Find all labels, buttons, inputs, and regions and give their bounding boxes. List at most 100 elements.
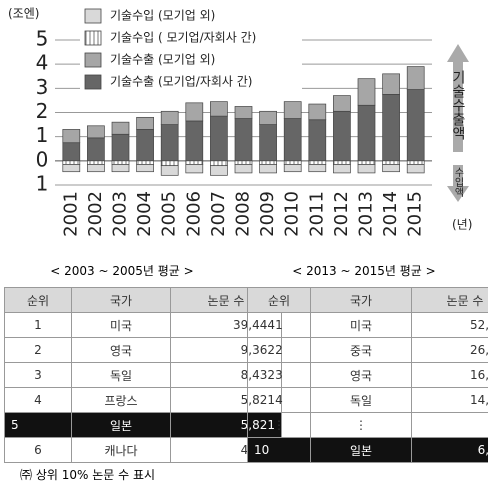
bar-segment (308, 103, 327, 121)
bar-segment (234, 164, 253, 174)
bar-segment (62, 164, 81, 173)
table-cell: 10 (247, 437, 311, 463)
table-cell: 1 (4, 312, 72, 338)
bar-segment (259, 124, 277, 162)
bar-segment (382, 164, 400, 173)
x-tick-label: 2013 (356, 191, 377, 237)
bar-segment (62, 160, 81, 165)
bar-segment (160, 160, 179, 167)
bar-segment (87, 160, 105, 165)
y-tick-label: 5 (36, 27, 49, 51)
bar-segment (111, 164, 130, 173)
bar-segment (234, 118, 253, 162)
bar-segment (283, 101, 302, 119)
table-cell: 중국 (310, 337, 412, 363)
table-cell: 5 (4, 412, 72, 438)
bar-segment (357, 104, 376, 162)
bar-segment (382, 94, 400, 162)
bar-segment (283, 164, 302, 173)
table-cell: 2 (4, 337, 72, 363)
y-tick-label: 3 (36, 75, 49, 99)
x-tick-label: 2015 (405, 191, 426, 237)
x-tick-label: 2002 (85, 191, 106, 237)
bar-segment (382, 73, 400, 95)
y-tick-label: 1 (36, 172, 49, 196)
bar-segment (160, 165, 179, 176)
legend-swatch (84, 74, 102, 90)
table-cell: 미국 (310, 312, 412, 338)
legend-swatch (84, 30, 102, 46)
table-header: 순위 국가 논문 수 (247, 287, 488, 313)
table-cell: 2 (247, 337, 311, 363)
bar-segment (210, 165, 228, 176)
header-cell: 순위 (4, 287, 72, 313)
table-cell: 일본 (71, 412, 171, 438)
bar-segment (406, 66, 425, 90)
bar-segment (160, 124, 179, 162)
x-tick-label: 2001 (60, 191, 81, 237)
bar-segment (62, 129, 81, 144)
bar-segment (333, 95, 351, 112)
bar-segment (357, 78, 376, 106)
header-cell: 국가 (310, 287, 412, 313)
bar-segment (357, 160, 376, 165)
bar-segment (136, 116, 154, 130)
bar-segment (333, 160, 351, 165)
x-tick-label: 2014 (380, 191, 401, 237)
bar-segment (333, 164, 351, 174)
table-cell: 14,736 (411, 387, 488, 413)
bar-segment (308, 119, 327, 162)
table-cell: 독일 (71, 362, 171, 388)
x-tick-label: 2012 (331, 191, 352, 237)
x-tick-label: 2011 (306, 191, 327, 237)
legend-swatch (84, 52, 102, 68)
table-cell: ⋮ (310, 412, 412, 438)
bar-segment (185, 120, 204, 162)
bar-segment (406, 160, 425, 165)
bar-segment (333, 110, 351, 162)
x-axis-label: (년) (452, 218, 472, 232)
table-cell: 3 (247, 362, 311, 388)
table-cell: 6,527 (411, 437, 488, 463)
table-title: < 2013 ~ 2015년 평균 > (292, 264, 436, 278)
table-cell: 4 (247, 387, 311, 413)
x-tick-label: 2006 (183, 191, 204, 237)
legend-label: 기술수입 ( 모기업/자회사 간) (110, 31, 256, 45)
y-tick-label: 2 (36, 99, 49, 123)
table-cell: 16,398 (411, 362, 488, 388)
bar-segment (111, 160, 130, 165)
table-title: < 2003 ~ 2005년 평균 > (50, 264, 194, 278)
bar-segment (185, 102, 204, 122)
bar-segment (210, 115, 228, 162)
table-cell: 6 (4, 437, 72, 463)
table-cell: 영국 (310, 362, 412, 388)
legend-label: 기술수입 (모기업 외) (110, 9, 215, 23)
table-cell: 1 (247, 312, 311, 338)
table-cell: 미국 (71, 312, 171, 338)
x-tick-label: 2010 (282, 191, 303, 237)
bar-segment (259, 160, 277, 165)
bar-segment (357, 164, 376, 174)
x-tick-label: 2005 (159, 191, 180, 237)
legend-label: 기술수출 (모기업 외) (110, 53, 215, 67)
bar-segment (136, 164, 154, 173)
bar-segment (308, 164, 327, 173)
x-tick-label: 2003 (110, 191, 131, 237)
footnote: ㈜ 상위 10% 논문 수 표시 (20, 468, 156, 482)
table-header: 순위 국가 논문 수 (4, 287, 282, 313)
x-tick-label: 2007 (208, 191, 229, 237)
table-cell: 영국 (71, 337, 171, 363)
annotation: 수입액 (452, 167, 464, 197)
bar-segment (87, 137, 105, 162)
bar-segment (87, 164, 105, 173)
bar-segment (136, 129, 154, 162)
table-cell: 26,548 (411, 337, 488, 363)
legend-swatch (84, 8, 102, 24)
y-axis-label: (조엔) (8, 7, 39, 21)
table-row: 5 일본 5,821 (4, 412, 282, 438)
